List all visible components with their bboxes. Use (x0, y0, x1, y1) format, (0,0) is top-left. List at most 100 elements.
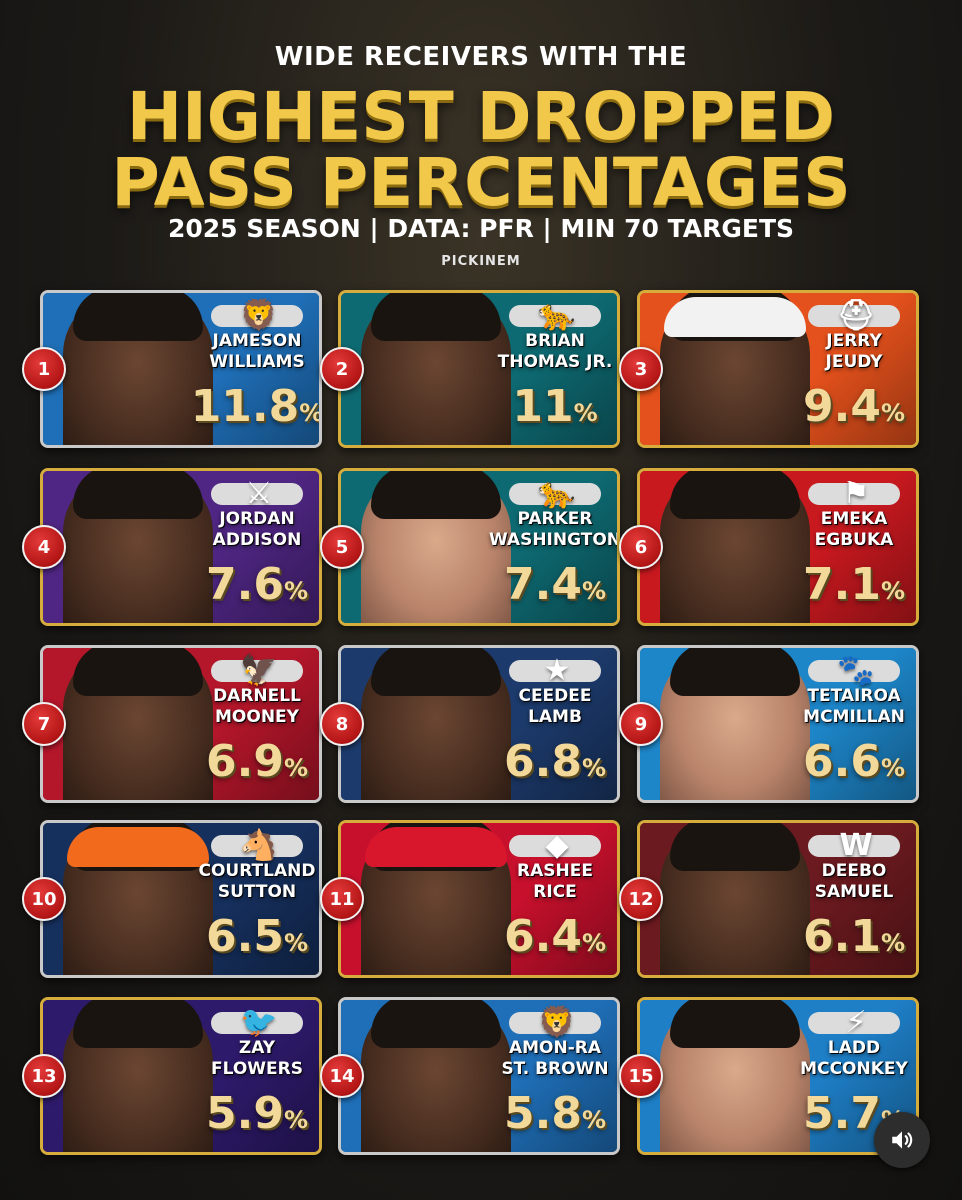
player-photo (361, 293, 511, 445)
raven-logo: 🐦 (240, 1004, 278, 1040)
rank-badge: 2 (320, 347, 364, 391)
logo-bar (211, 660, 303, 682)
logo-bar (211, 305, 303, 327)
percent-sign: % (299, 399, 322, 427)
w-logo: W (839, 827, 873, 863)
drop-percentage-value: 9.4 (803, 381, 881, 432)
rank-badge: 1 (22, 347, 66, 391)
player-first-name: RASHEE (517, 861, 593, 881)
bolt-logo: ⚡ (845, 1004, 867, 1040)
rank-badge: 14 (320, 1054, 364, 1098)
player-card: W DEEBO SAMUEL 6.1% (637, 820, 919, 978)
player-card: 🐾 TETAIROA MCMILLAN 6.6% (637, 645, 919, 803)
percent-sign: % (880, 929, 905, 957)
brand-logo: PICKINEM (441, 254, 521, 269)
player-hair (73, 648, 203, 696)
player-name: DEEBO SAMUEL (786, 861, 916, 903)
logo-bar (211, 483, 303, 505)
percent-sign: % (581, 754, 606, 782)
player-last-name: MCMILLAN (803, 707, 905, 727)
player-photo (660, 823, 810, 975)
percent-sign: % (573, 399, 598, 427)
logo-bar (808, 483, 900, 505)
drop-percentage: 7.1% (786, 559, 916, 610)
player-photo (660, 471, 810, 623)
drop-percentage: 5.9% (189, 1088, 319, 1139)
player-name: RASHEE RICE (487, 861, 617, 903)
player-last-name: LAMB (528, 707, 582, 727)
player-name: PARKER WASHINGTON (487, 509, 620, 551)
player-photo (660, 648, 810, 800)
drop-percentage-value: 5.9 (206, 1088, 284, 1139)
player-name: JERRY JEUDY (786, 331, 916, 373)
player-last-name: JEUDY (825, 352, 883, 372)
drop-percentage-value: 6.9 (206, 736, 284, 787)
star-logo: ★ (543, 652, 571, 688)
drop-percentage: 7.6% (189, 559, 319, 610)
player-first-name: BRIAN (525, 331, 585, 351)
drop-percentage: 6.1% (786, 911, 916, 962)
player-photo (361, 471, 511, 623)
drop-percentage: 5.8% (487, 1088, 617, 1139)
player-hair (670, 648, 800, 696)
jaguar-logo: 🐆 (538, 475, 576, 511)
speaker-icon (892, 1131, 913, 1149)
drop-percentage-value: 6.8 (504, 736, 582, 787)
logo-bar (808, 835, 900, 857)
arrowhead-logo: ◆ (545, 827, 569, 863)
rank-badge: 4 (22, 525, 66, 569)
logo-bar (211, 1012, 303, 1034)
logo-bar (808, 305, 900, 327)
player-photo (660, 1000, 810, 1152)
player-name: CEEDEE LAMB (487, 686, 617, 728)
player-last-name: WASHINGTON (488, 530, 620, 550)
percent-sign: % (283, 577, 308, 605)
percent-sign: % (283, 929, 308, 957)
viking-logo: ⚔ (245, 475, 273, 511)
rank-badge: 9 (619, 702, 663, 746)
player-card: ⚔ JORDAN ADDISON 7.6% (40, 468, 322, 626)
drop-percentage: 11.8% (189, 381, 322, 432)
logo-bar (509, 483, 601, 505)
player-last-name: FLOWERS (211, 1059, 303, 1079)
logo-bar (509, 660, 601, 682)
player-last-name: EGBUKA (814, 530, 894, 550)
player-name: LADD MCCONKEY (786, 1038, 916, 1080)
player-card: 🦁 AMON-RA ST. BROWN 5.8% (338, 997, 620, 1155)
player-first-name: JAMESON (212, 331, 302, 351)
player-last-name: SAMUEL (814, 882, 894, 902)
player-card: ⚑ EMEKA EGBUKA 7.1% (637, 468, 919, 626)
sound-button[interactable] (874, 1112, 930, 1168)
player-hair (73, 1000, 203, 1048)
drop-percentage: 6.5% (189, 911, 319, 962)
drop-percentage-value: 6.5 (206, 911, 284, 962)
percent-sign: % (880, 754, 905, 782)
player-hair (73, 293, 203, 341)
player-first-name: EMEKA (820, 509, 888, 529)
drop-percentage-value: 6.4 (504, 911, 582, 962)
player-photo (361, 1000, 511, 1152)
drop-percentage-value: 5.8 (504, 1088, 582, 1139)
player-name: COURTLAND SUTTON (189, 861, 319, 903)
player-first-name: AMON-RA (508, 1038, 602, 1058)
player-card: ★ CEEDEE LAMB 6.8% (338, 645, 620, 803)
falcon-logo: 🦅 (240, 652, 278, 688)
player-first-name: DEEBO (821, 861, 887, 881)
logo-bar (808, 1012, 900, 1034)
player-card: 🐆 PARKER WASHINGTON 7.4% (338, 468, 620, 626)
player-hair (73, 471, 203, 519)
player-first-name: ZAY (238, 1038, 276, 1058)
player-card: 🐴 COURTLAND SUTTON 6.5% (40, 820, 322, 978)
rank-badge: 12 (619, 877, 663, 921)
drop-percentage-value: 11.8 (190, 381, 300, 432)
panther-logo: 🐾 (837, 652, 875, 688)
percent-sign: % (581, 1106, 606, 1134)
drop-percentage: 6.9% (189, 736, 319, 787)
player-name: TETAIROA MCMILLAN (786, 686, 916, 728)
logo-bar (509, 305, 601, 327)
rank-badge: 5 (320, 525, 364, 569)
rank-badge: 13 (22, 1054, 66, 1098)
player-first-name: LADD (827, 1038, 881, 1058)
